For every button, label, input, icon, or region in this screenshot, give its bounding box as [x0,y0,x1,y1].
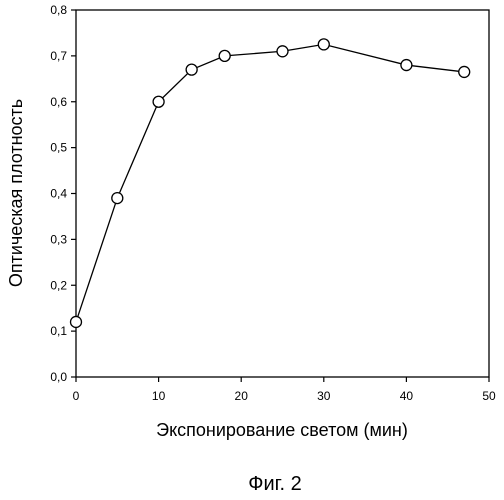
x-tick-label: 50 [482,389,496,403]
x-tick-label: 40 [400,389,414,403]
y-tick-label: 0,2 [50,278,67,292]
y-axis-title: Оптическая плотность [6,99,26,287]
y-tick-label: 0,4 [50,187,67,201]
data-point-marker [277,46,288,57]
y-tick-label: 0,5 [50,141,67,155]
x-tick-label: 20 [235,389,249,403]
data-point-marker [401,60,412,71]
series-line [76,44,464,322]
y-axis-ticks: 0,0 0,1 0,2 0,3 0,4 0,5 0,6 0,7 0,8 [50,3,76,384]
x-tick-label: 0 [73,389,80,403]
figure-caption: Фиг. 2 [248,473,301,495]
y-tick-label: 0,6 [50,95,67,109]
x-tick-label: 30 [317,389,331,403]
data-point-marker [186,64,197,75]
data-point-marker [219,50,230,61]
x-axis-ticks: 0 10 20 30 40 50 [73,377,496,403]
y-tick-label: 0,1 [50,324,67,338]
data-point-marker [153,96,164,107]
y-tick-label: 0,8 [50,3,67,17]
y-tick-label: 0,0 [50,370,67,384]
data-point-marker [318,39,329,50]
data-point-marker [71,316,82,327]
plot-area: 0 10 20 30 40 50 0,0 0,1 0,2 0,3 0,4 0,5 0,6 0,7 0,8 [50,3,496,403]
plot-frame [76,10,489,377]
x-axis-title: Экспонирование светом (мин) [156,420,408,440]
y-tick-label: 0,3 [50,232,67,246]
data-point-marker [112,193,123,204]
y-tick-label: 0,7 [50,49,67,63]
x-tick-label: 10 [152,389,166,403]
data-markers [71,39,470,328]
data-point-marker [459,66,470,77]
